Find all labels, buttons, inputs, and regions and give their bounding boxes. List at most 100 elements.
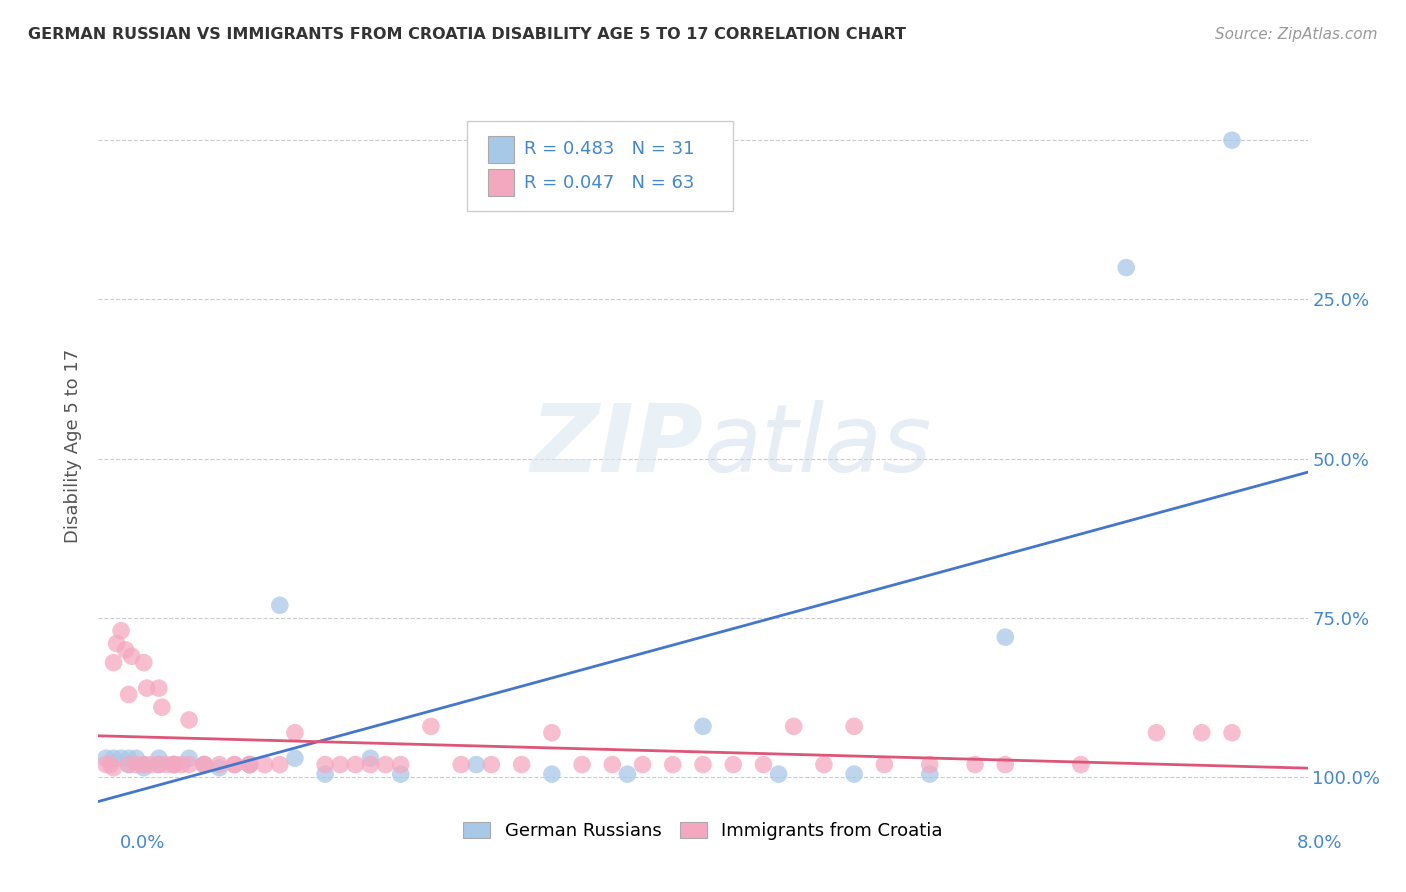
Text: GERMAN RUSSIAN VS IMMIGRANTS FROM CROATIA DISABILITY AGE 5 TO 17 CORRELATION CHA: GERMAN RUSSIAN VS IMMIGRANTS FROM CROATI… [28, 27, 905, 42]
Y-axis label: Disability Age 5 to 17: Disability Age 5 to 17 [65, 349, 83, 543]
Point [314, 767, 336, 781]
Point [873, 757, 896, 772]
Point [723, 757, 745, 772]
Point [768, 767, 790, 781]
Point [150, 700, 173, 714]
Point [132, 761, 155, 775]
Point [118, 757, 141, 772]
Point [179, 751, 201, 765]
Point [163, 757, 186, 772]
Point [239, 757, 262, 772]
FancyBboxPatch shape [488, 136, 515, 162]
FancyBboxPatch shape [488, 169, 515, 196]
Point [132, 757, 155, 772]
Text: ZIP: ZIP [530, 400, 703, 492]
Point [360, 757, 382, 772]
Point [103, 751, 125, 765]
Point [253, 757, 276, 772]
Point [631, 757, 654, 772]
Point [329, 757, 352, 772]
Point [103, 656, 125, 670]
Text: R = 0.047   N = 63: R = 0.047 N = 63 [524, 174, 695, 192]
Point [163, 757, 186, 772]
Point [1115, 260, 1137, 275]
Point [208, 761, 231, 775]
Point [135, 681, 157, 695]
Point [314, 757, 336, 772]
Text: Source: ZipAtlas.com: Source: ZipAtlas.com [1215, 27, 1378, 42]
Point [103, 761, 125, 775]
Point [118, 751, 141, 765]
Point [125, 757, 148, 772]
Text: 8.0%: 8.0% [1298, 834, 1343, 852]
Point [692, 757, 714, 772]
Point [132, 757, 155, 772]
Point [224, 757, 246, 772]
Point [374, 757, 396, 772]
Point [110, 751, 132, 765]
Point [193, 757, 215, 772]
Point [844, 767, 866, 781]
Point [465, 757, 488, 772]
Point [389, 767, 412, 781]
Point [105, 636, 128, 650]
Point [148, 751, 170, 765]
Point [1191, 725, 1213, 739]
Point [602, 757, 624, 772]
Point [148, 757, 170, 772]
Point [94, 751, 117, 765]
Point [163, 757, 186, 772]
Point [155, 757, 177, 772]
Point [844, 719, 866, 733]
Point [344, 757, 367, 772]
Point [994, 630, 1017, 644]
Point [148, 757, 170, 772]
Point [179, 713, 201, 727]
Point [132, 656, 155, 670]
Point [918, 767, 941, 781]
Text: atlas: atlas [703, 401, 931, 491]
Point [1146, 725, 1168, 739]
Point [1220, 725, 1243, 739]
Legend: German Russians, Immigrants from Croatia: German Russians, Immigrants from Croatia [456, 814, 950, 847]
Point [540, 725, 562, 739]
Point [994, 757, 1017, 772]
Point [110, 624, 132, 638]
Point [284, 725, 307, 739]
Point [1070, 757, 1092, 772]
Point [510, 757, 533, 772]
Point [661, 757, 683, 772]
Point [239, 757, 262, 772]
Point [450, 757, 472, 772]
Point [114, 643, 136, 657]
Point [783, 719, 806, 733]
Point [141, 757, 163, 772]
Point [360, 751, 382, 765]
Point [179, 757, 201, 772]
Point [389, 757, 412, 772]
Point [481, 757, 503, 772]
Point [100, 757, 122, 772]
Point [284, 751, 307, 765]
Point [94, 757, 117, 772]
Point [571, 757, 593, 772]
Point [118, 688, 141, 702]
Point [170, 757, 193, 772]
Point [540, 767, 562, 781]
Point [118, 757, 141, 772]
Point [1220, 133, 1243, 147]
Point [269, 599, 291, 613]
Point [616, 767, 638, 781]
FancyBboxPatch shape [467, 121, 734, 211]
Point [208, 757, 231, 772]
Point [692, 719, 714, 733]
Text: R = 0.483   N = 31: R = 0.483 N = 31 [524, 140, 695, 158]
Point [752, 757, 775, 772]
Point [813, 757, 835, 772]
Point [125, 751, 148, 765]
Point [965, 757, 987, 772]
Point [121, 649, 143, 664]
Point [224, 757, 246, 772]
Point [163, 757, 186, 772]
Point [918, 757, 941, 772]
